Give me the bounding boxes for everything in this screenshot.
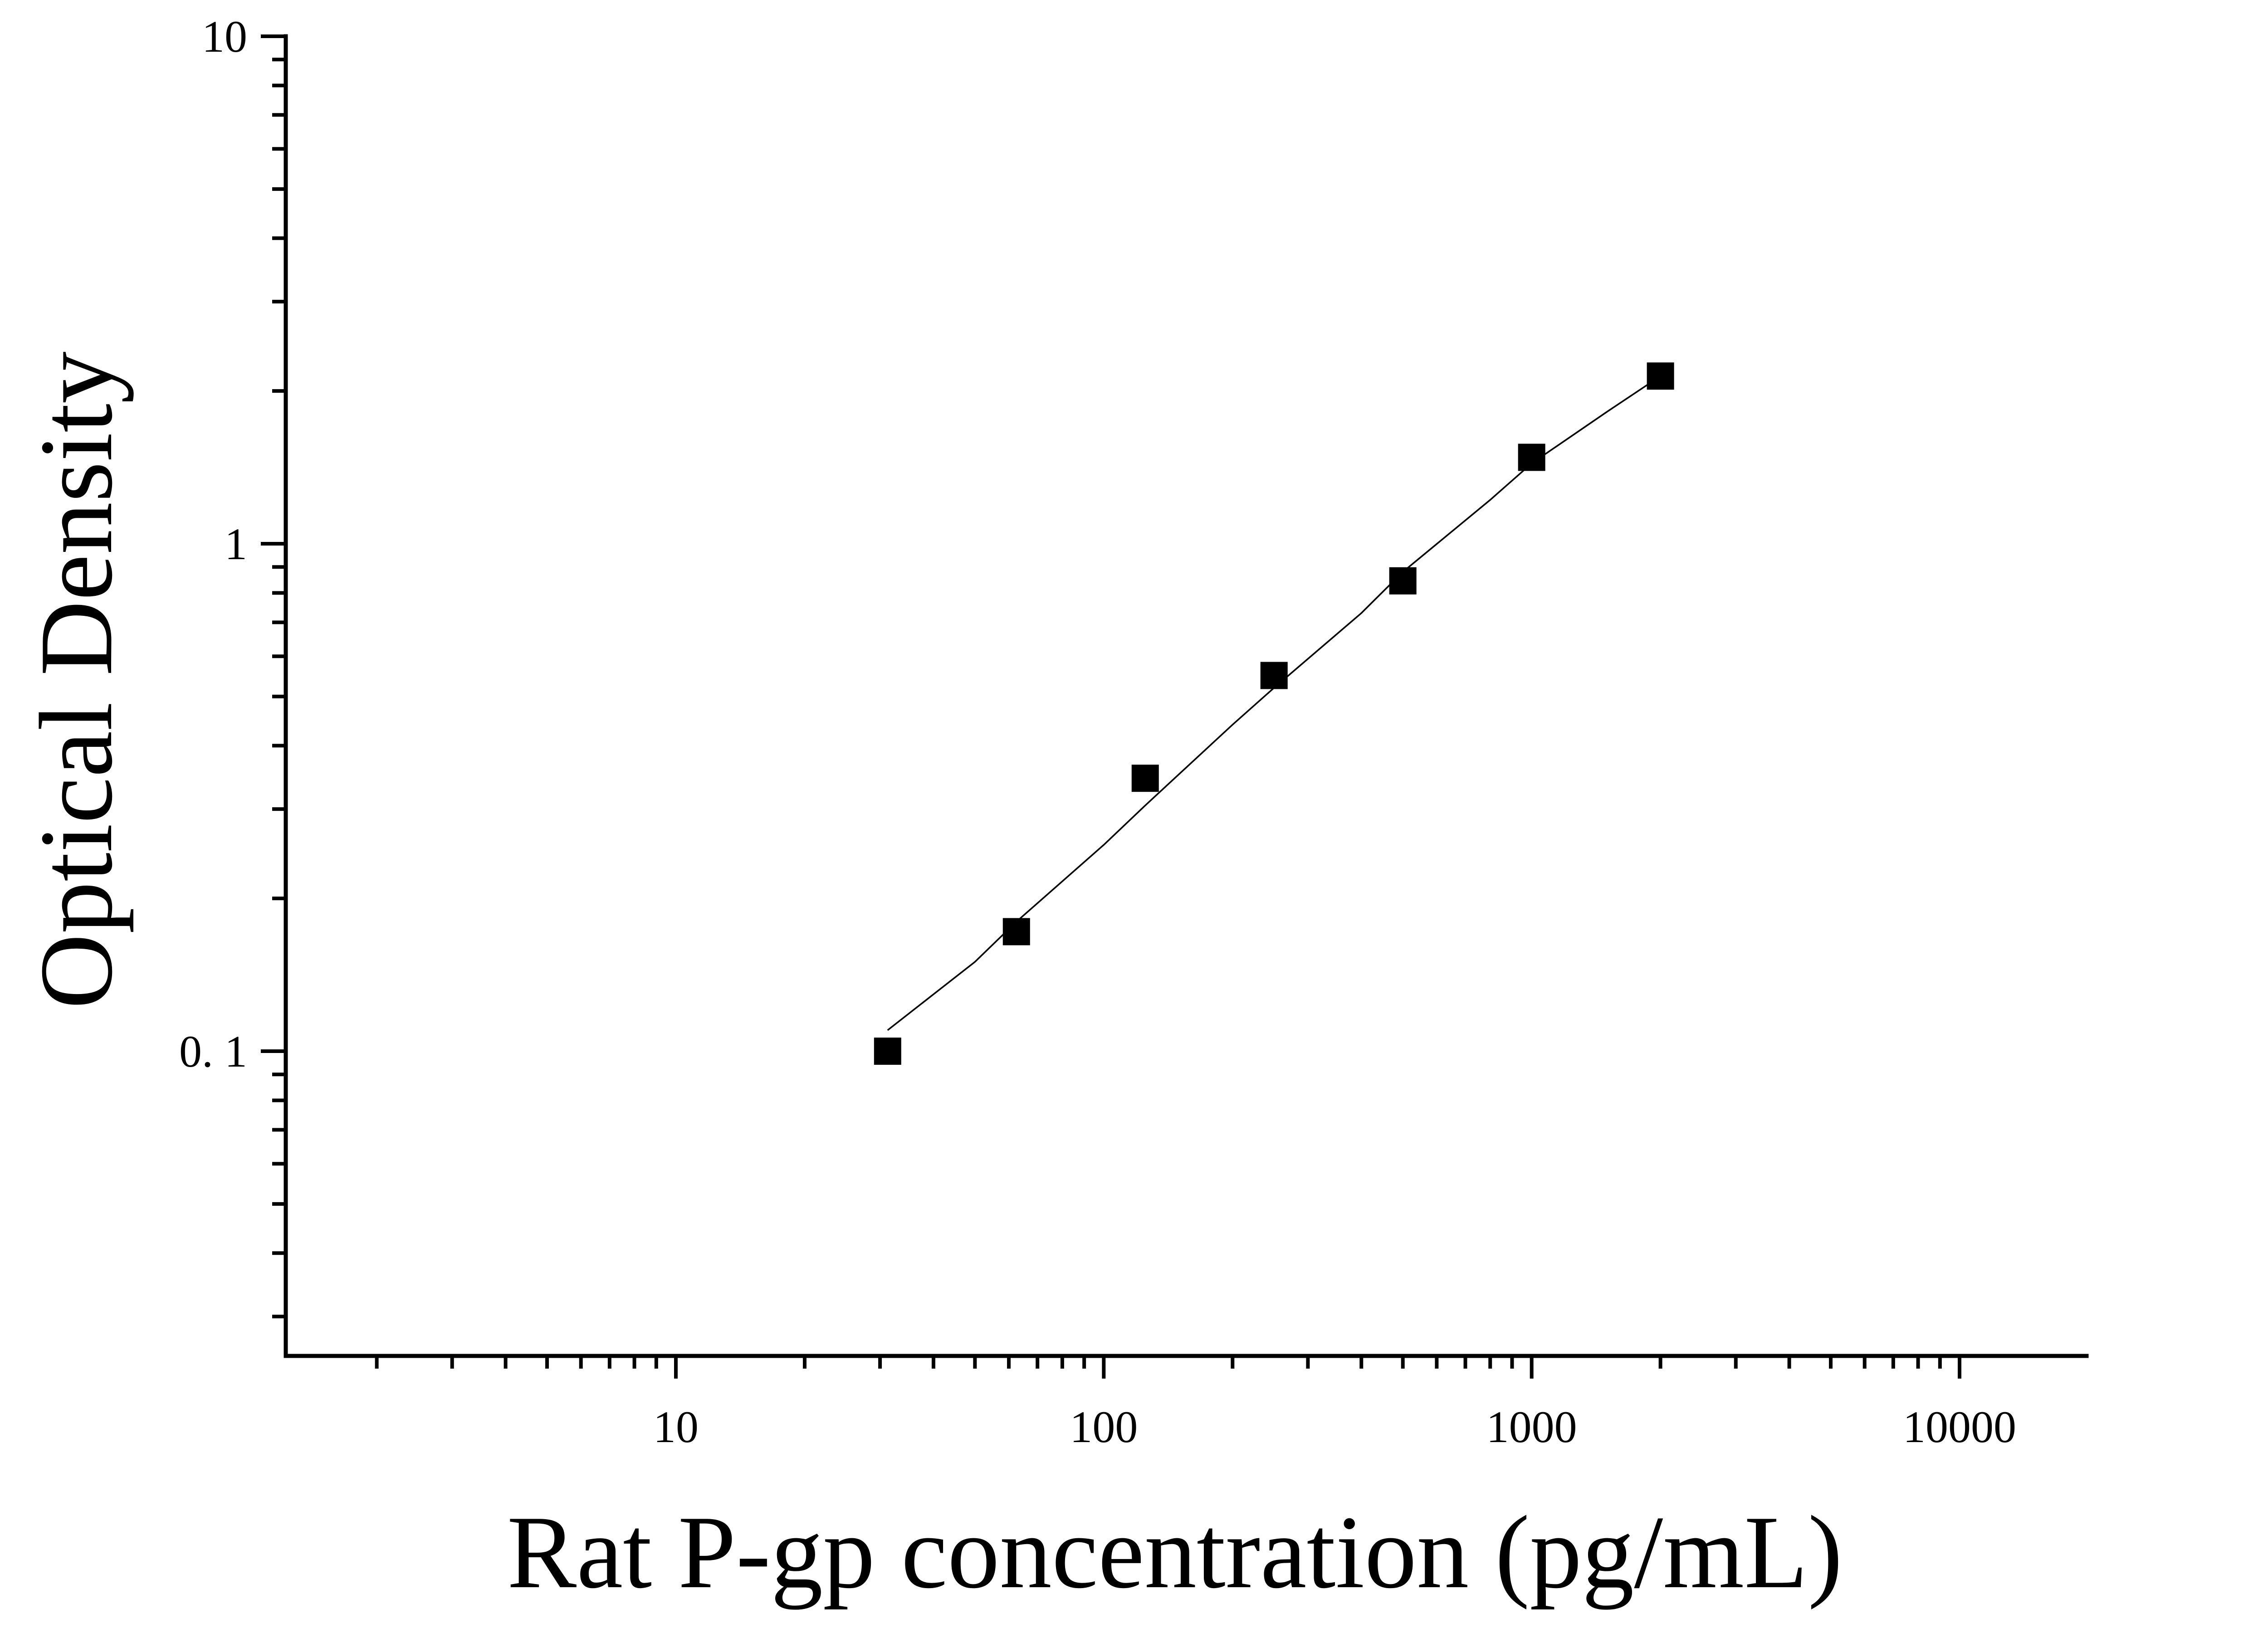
ticks bbox=[261, 34, 1961, 1379]
x-tick-label: 1000 bbox=[1486, 1402, 1577, 1452]
x-tick-label: 100 bbox=[1070, 1402, 1138, 1452]
x-axis-title: Rat P-gp concentration (pg/mL) bbox=[507, 1494, 1843, 1610]
tick-labels: 10 100 1000 10000 0. 1 1 10 bbox=[179, 11, 2016, 1452]
data-point bbox=[1002, 918, 1030, 946]
x-tick-label: 10000 bbox=[1903, 1402, 2016, 1452]
data-point bbox=[1389, 567, 1417, 595]
data-points bbox=[874, 362, 1674, 1065]
data-point bbox=[1647, 362, 1674, 390]
data-point bbox=[874, 1038, 901, 1065]
data-point bbox=[1131, 765, 1159, 792]
y-tick-label: 1 bbox=[225, 519, 247, 569]
y-axis-title: Optical Density bbox=[18, 351, 134, 1009]
data-point bbox=[1518, 444, 1545, 471]
x-tick-label: 10 bbox=[653, 1402, 699, 1452]
y-tick-label: 0. 1 bbox=[179, 1026, 247, 1077]
axes bbox=[284, 34, 2089, 1358]
y-tick-label: 10 bbox=[202, 11, 247, 62]
data-point bbox=[1260, 662, 1288, 689]
